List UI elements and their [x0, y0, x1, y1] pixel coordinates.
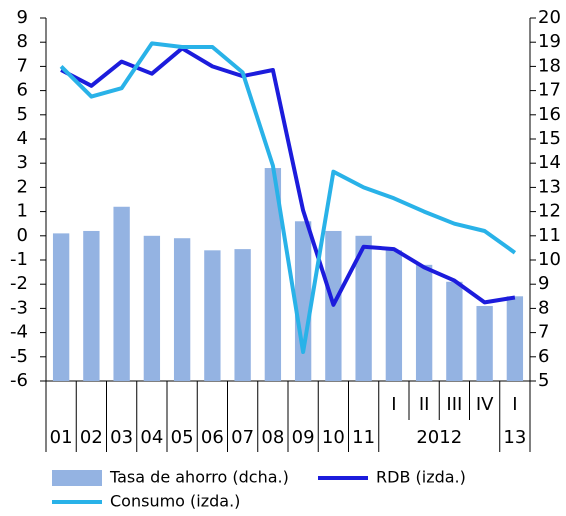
x-tick-label: II	[419, 394, 430, 415]
y-tick-label: 5	[17, 104, 28, 125]
x-group-label: 02	[80, 427, 103, 448]
x-group-label: 08	[261, 427, 284, 448]
y-tick-label: -3	[10, 297, 28, 318]
y2-tick-label: 8	[538, 297, 549, 318]
y-tick-label: -1	[10, 249, 28, 270]
bar	[385, 250, 403, 381]
y2-tick-label: 18	[538, 55, 561, 76]
x-group-label: 13	[503, 427, 526, 448]
y-tick-label: 8	[17, 31, 28, 52]
y2-tick-label: 7	[538, 322, 549, 343]
y-tick-label: 9	[17, 7, 28, 28]
x-group-label: 10	[322, 427, 345, 448]
y-tick-label: 3	[17, 152, 28, 173]
bar	[173, 238, 191, 381]
x-group-label: 09	[292, 427, 315, 448]
y2-tick-label: 20	[538, 7, 561, 28]
y2-tick-label: 14	[538, 152, 561, 173]
x-tick-label: III	[446, 394, 462, 415]
y-tick-label: 7	[17, 55, 28, 76]
y2-tick-label: 17	[538, 80, 561, 101]
y-tick-label: 4	[17, 128, 28, 149]
y-tick-label: 6	[17, 80, 28, 101]
y-tick-label: 1	[17, 201, 28, 222]
y-tick-label: -6	[10, 370, 28, 391]
x-group-label: 2012	[416, 427, 462, 448]
y2-tick-label: 19	[538, 31, 561, 52]
y2-tick-label: 5	[538, 370, 549, 391]
y2-tick-label: 16	[538, 104, 561, 125]
x-tick-label: IV	[476, 394, 494, 415]
bar	[143, 235, 161, 381]
x-group-label: 11	[352, 427, 375, 448]
legend-label: Tasa de ahorro (dcha.)	[109, 468, 289, 487]
bar	[446, 281, 463, 381]
y-tick-label: 2	[17, 176, 28, 197]
bar	[52, 233, 70, 381]
line	[59, 41, 517, 354]
y2-tick-label: 15	[538, 128, 561, 149]
legend-label: Consumo (izda.)	[110, 492, 240, 511]
x-group-label: 07	[231, 427, 254, 448]
bar	[204, 250, 221, 381]
bar	[506, 296, 524, 381]
bar	[83, 230, 100, 381]
x-tick-label: I	[391, 394, 396, 415]
bar	[294, 221, 312, 381]
y2-tick-label: 12	[538, 201, 561, 222]
y2-tick-label: 11	[538, 225, 561, 246]
bar	[113, 206, 130, 381]
x-group-label: 04	[140, 427, 163, 448]
x-group-label: 01	[50, 427, 73, 448]
bar	[264, 168, 282, 381]
x-group-label: 05	[171, 427, 194, 448]
y2-tick-label: 6	[538, 346, 549, 367]
x-group-label: 03	[110, 427, 133, 448]
y-tick-label: -4	[10, 322, 28, 343]
x-tick-label: I	[512, 394, 517, 415]
bar	[234, 249, 251, 381]
legend-swatch	[52, 470, 102, 486]
bar	[415, 264, 433, 381]
y-tick-label: 0	[17, 225, 28, 246]
y-tick-label: -5	[10, 346, 28, 367]
legend-label: RDB (izda.)	[376, 468, 466, 487]
y2-tick-label: 10	[538, 249, 561, 270]
bar	[355, 235, 372, 381]
y2-tick-label: 13	[538, 176, 561, 197]
y2-tick-label: 9	[538, 273, 549, 294]
x-group-label: 06	[201, 427, 224, 448]
bar	[476, 305, 493, 381]
y-tick-label: -2	[10, 273, 28, 294]
